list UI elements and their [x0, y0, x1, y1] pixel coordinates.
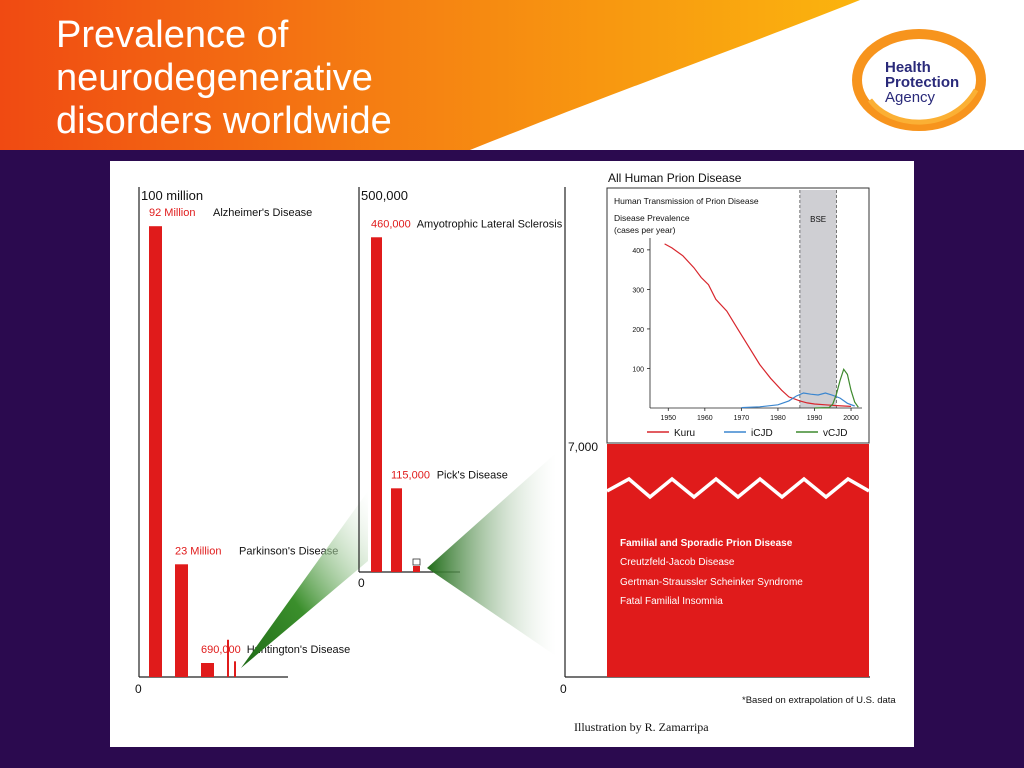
legend-label-icjd: iCJD [751, 428, 773, 439]
inset-ytick-label-0: 100 [632, 366, 644, 373]
bar-value-label-1: 115,000 [391, 469, 430, 481]
panel3-top-label: 7,000 [568, 440, 598, 454]
panel2-zero-label: 0 [358, 576, 365, 590]
axis-break-zigzag [606, 476, 870, 500]
logo-line-3: Agency [885, 89, 936, 106]
series-line-icjd [741, 392, 855, 409]
inset-ytick-label-3: 400 [632, 248, 644, 255]
panel3-zero-label: 0 [560, 682, 567, 696]
inset-ytick-label-1: 200 [632, 327, 644, 334]
slide-header: Prevalence of neurodegenerative disorder… [0, 0, 1024, 150]
bar-1 [175, 564, 188, 677]
panel1-zoom-wedge [241, 491, 368, 668]
illustration-canvas: 100 million 0 92 Million Alzheimer's Dise… [135, 171, 896, 734]
bar-0 [371, 237, 382, 572]
footnote: *Based on extrapolation of U.S. data [742, 695, 896, 706]
prevalence-illustration: 100 million 0 92 Million Alzheimer's Dise… [110, 161, 914, 747]
series-line-vcjd [814, 367, 859, 409]
block-item-2: Gertman-Straussler Scheinker Syndrome [620, 577, 803, 588]
bar-value-label-2: 690,000 [201, 644, 241, 656]
inset-ylabel-line-1: Disease Prevalence [614, 213, 690, 223]
bse-label: BSE [810, 215, 826, 224]
block-heading: Familial and Sporadic Prion Disease [620, 538, 793, 549]
panel1-zero-label: 0 [135, 682, 142, 696]
illustration-credit: Illustration by R. Zamarripa [574, 720, 709, 734]
inset-xtick-label-0: 1950 [660, 415, 676, 422]
legend-label-vcjd: vCJD [823, 428, 847, 439]
inset-xtick-label-5: 2000 [843, 415, 859, 422]
series-line-kuru [664, 243, 852, 407]
inset-ytick-label-2: 300 [632, 287, 644, 294]
bar-category-label-1: Parkinson's Disease [239, 545, 338, 557]
bse-band [799, 190, 837, 408]
inset-title: Human Transmission of Prion Disease [614, 196, 759, 206]
panel2-zoom-box [412, 558, 421, 566]
inset-xtick-label-3: 1980 [770, 415, 786, 422]
block-item-1: Creutzfeld-Jacob Disease [620, 557, 735, 568]
bar-2 [201, 663, 214, 677]
panel1-top-label: 100 million [141, 188, 203, 203]
slide-title: Prevalence of neurodegenerative disorder… [56, 14, 392, 142]
panel2-zoom-wedge [427, 453, 556, 656]
panel2-top-label: 500,000 [361, 188, 408, 203]
legend-label-kuru: Kuru [674, 428, 695, 439]
bar-category-label-0: Alzheimer's Disease [213, 207, 312, 219]
bar-0 [149, 226, 162, 677]
bar-category-label-0: Amyotrophic Lateral Sclerosis [417, 218, 563, 230]
small-bar-0 [413, 566, 420, 572]
inset-xtick-label-1: 1960 [697, 415, 713, 422]
inset-xtick-label-4: 1990 [807, 415, 823, 422]
bar-value-label-0: 460,000 [371, 218, 411, 230]
bar-category-label-2: Huntington's Disease [247, 644, 351, 656]
inset-xtick-label-2: 1970 [734, 415, 750, 422]
block-item-3: Fatal Familial Insomnia [620, 596, 723, 607]
familial-sporadic-block [607, 444, 869, 677]
bar-category-label-1: Pick's Disease [437, 469, 508, 481]
health-protection-agency-logo: Health Protection Agency [852, 29, 986, 131]
bar-value-label-0: 92 Million [149, 207, 195, 219]
small-bar-1 [234, 661, 236, 677]
panel3-title: All Human Prion Disease [608, 171, 742, 185]
bar-value-label-1: 23 Million [175, 545, 221, 557]
logo-line-2: Protection [885, 74, 959, 91]
logo-line-1: Health [885, 59, 931, 76]
inset-ylabel-line-2: (cases per year) [614, 225, 676, 235]
small-bar-0 [227, 639, 229, 677]
bar-1 [391, 488, 402, 572]
